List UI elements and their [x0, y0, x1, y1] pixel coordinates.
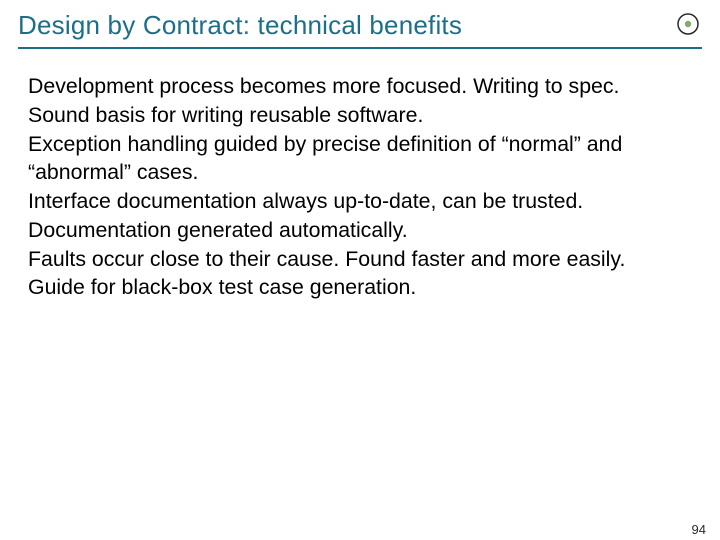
title-underline: [18, 47, 702, 49]
body-paragraph: Guide for black-box test case generation…: [28, 273, 692, 302]
slide: Design by Contract: technical benefits D…: [0, 0, 720, 540]
body-paragraph: Interface documentation always up-to-dat…: [28, 187, 692, 216]
slide-title: Design by Contract: technical benefits: [18, 10, 702, 47]
title-region: Design by Contract: technical benefits: [18, 10, 702, 49]
body-paragraph: Development process becomes more focused…: [28, 72, 692, 101]
page-number: 94: [692, 522, 706, 537]
body-paragraph: Faults occur close to their cause. Found…: [28, 245, 692, 274]
body-paragraph: Documentation generated automatically.: [28, 216, 692, 245]
body-region: Development process becomes more focused…: [28, 72, 692, 302]
body-paragraph: Exception handling guided by precise def…: [28, 130, 692, 188]
body-paragraph: Sound basis for writing reusable softwar…: [28, 101, 692, 130]
logo-icon: [676, 12, 700, 36]
